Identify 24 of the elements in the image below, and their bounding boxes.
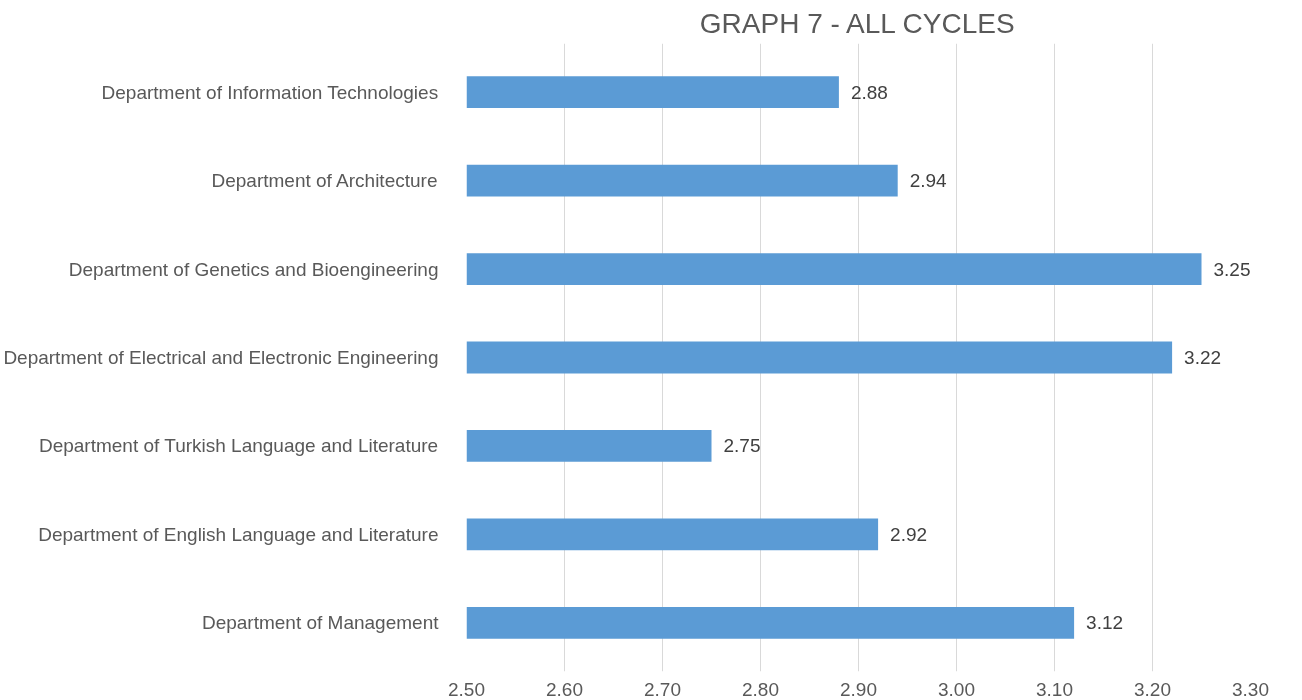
y-tick-label: Department of English Language and Literature xyxy=(38,523,439,545)
data-label: 3.22 xyxy=(1184,347,1222,368)
x-tick-label: 2.60 xyxy=(546,678,583,700)
x-tick-label: 2.50 xyxy=(448,678,485,700)
x-tick-label: 3.30 xyxy=(1232,678,1269,700)
data-label: 2.88 xyxy=(850,81,888,103)
y-tick-label: Department of Architecture xyxy=(211,170,438,192)
data-label: 3.25 xyxy=(1213,258,1251,280)
x-tick-label: 2.70 xyxy=(644,678,681,700)
y-tick-label: Department of Turkish Language and Literature xyxy=(38,435,439,457)
y-tick-label: Department of Electrical and Electronic Engineering xyxy=(3,347,439,368)
x-tick-label: 2.80 xyxy=(742,678,779,700)
y-tick-label: Department of Management xyxy=(201,612,440,634)
chart-title: GRAPH 7 - ALL CYCLES xyxy=(699,7,1015,39)
data-label: 2.92 xyxy=(890,523,928,545)
x-tick-label: 3.20 xyxy=(1134,678,1171,700)
data-label: 2.75 xyxy=(723,435,761,457)
data-label: 2.94 xyxy=(909,170,948,192)
y-tick-label: Department of Information Technologies xyxy=(101,81,439,103)
x-tick-label: 3.10 xyxy=(1036,678,1073,700)
x-tick-label: 3.00 xyxy=(938,678,975,700)
x-tick-label: 2.90 xyxy=(840,678,877,700)
y-tick-label: Department of Genetics and Bioengineering xyxy=(68,258,439,280)
data-label: 3.12 xyxy=(1086,612,1124,634)
